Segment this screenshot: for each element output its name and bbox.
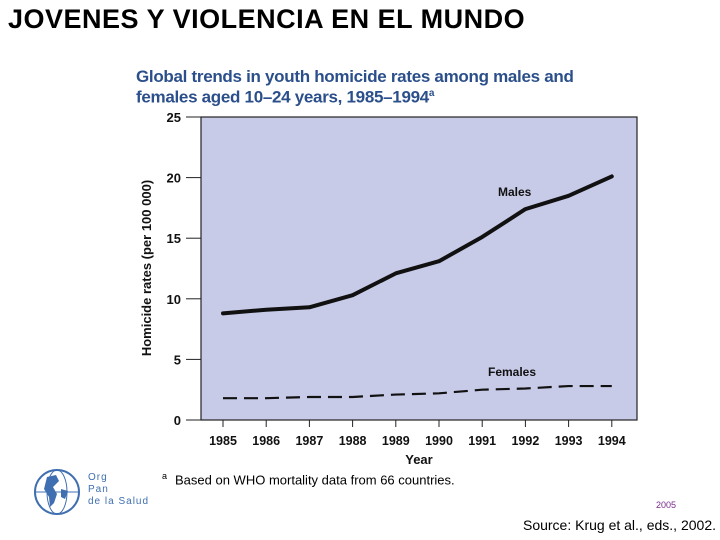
x-tick-label: 1987 bbox=[295, 434, 323, 448]
logo-line-1: Org bbox=[88, 472, 108, 483]
globe-logo-icon bbox=[30, 467, 84, 522]
x-tick-label: 1986 bbox=[252, 434, 280, 448]
year-tag: 2005 bbox=[656, 500, 677, 510]
logo-line-3: de la Salud bbox=[88, 496, 150, 507]
logo-line-2: Pan bbox=[88, 484, 109, 495]
chart-title-line-1: Global trends in youth homicide rates am… bbox=[136, 67, 574, 86]
chart-title-marker: a bbox=[428, 88, 435, 99]
series-label-males: Males bbox=[498, 185, 532, 199]
slide-title: JOVENES Y VIOLENCIA EN EL MUNDO bbox=[8, 4, 526, 34]
chart-footnote: a Based on WHO mortality data from 66 cou… bbox=[162, 471, 455, 487]
series-line-females bbox=[223, 384, 612, 400]
series-label-females: Females bbox=[488, 365, 536, 379]
footnote-marker: a bbox=[162, 471, 168, 481]
x-tick-label: 1988 bbox=[339, 434, 367, 448]
x-tick-label: 1992 bbox=[511, 434, 539, 448]
logo-text: Org Pan de la Salud bbox=[88, 472, 149, 508]
x-tick-label: 1985 bbox=[209, 434, 237, 448]
chart-title-line-2: females aged 10–24 years, 1985–1994a bbox=[136, 85, 574, 106]
series-label-layer: Males Females bbox=[488, 185, 536, 379]
x-axis-label: Year bbox=[405, 452, 432, 467]
y-tick-layer: 0 5 10 15 20 25 bbox=[167, 110, 201, 428]
y-tick-label: 20 bbox=[167, 171, 181, 186]
x-tick-label: 1989 bbox=[382, 434, 410, 448]
y-axis-label: Homicide rates (per 100 000) bbox=[139, 180, 154, 356]
y-tick-label: 0 bbox=[174, 413, 181, 428]
x-tick-layer: 1985 1986 1987 1988 1989 1990 1991 1992 1993 1994 bbox=[209, 420, 626, 448]
x-tick-label: 1990 bbox=[425, 434, 453, 448]
y-tick-label: 25 bbox=[167, 110, 181, 125]
x-tick-label: 1993 bbox=[555, 434, 583, 448]
y-tick-label: 5 bbox=[174, 352, 181, 367]
series-line-males bbox=[221, 174, 614, 316]
source-citation: Source: Krug et al., eds., 2002. bbox=[522, 517, 716, 533]
y-tick-label: 10 bbox=[167, 292, 181, 307]
x-tick-label: 1991 bbox=[468, 434, 496, 448]
chart-title-line-2-text: females aged 10–24 years, 1985–1994 bbox=[136, 87, 429, 107]
y-tick-label: 15 bbox=[167, 231, 181, 246]
series-layer bbox=[221, 174, 614, 400]
footnote-text: Based on WHO mortality data from 66 coun… bbox=[175, 472, 455, 488]
x-tick-label: 1994 bbox=[598, 434, 626, 448]
chart-title: Global trends in youth homicide rates am… bbox=[136, 68, 574, 106]
